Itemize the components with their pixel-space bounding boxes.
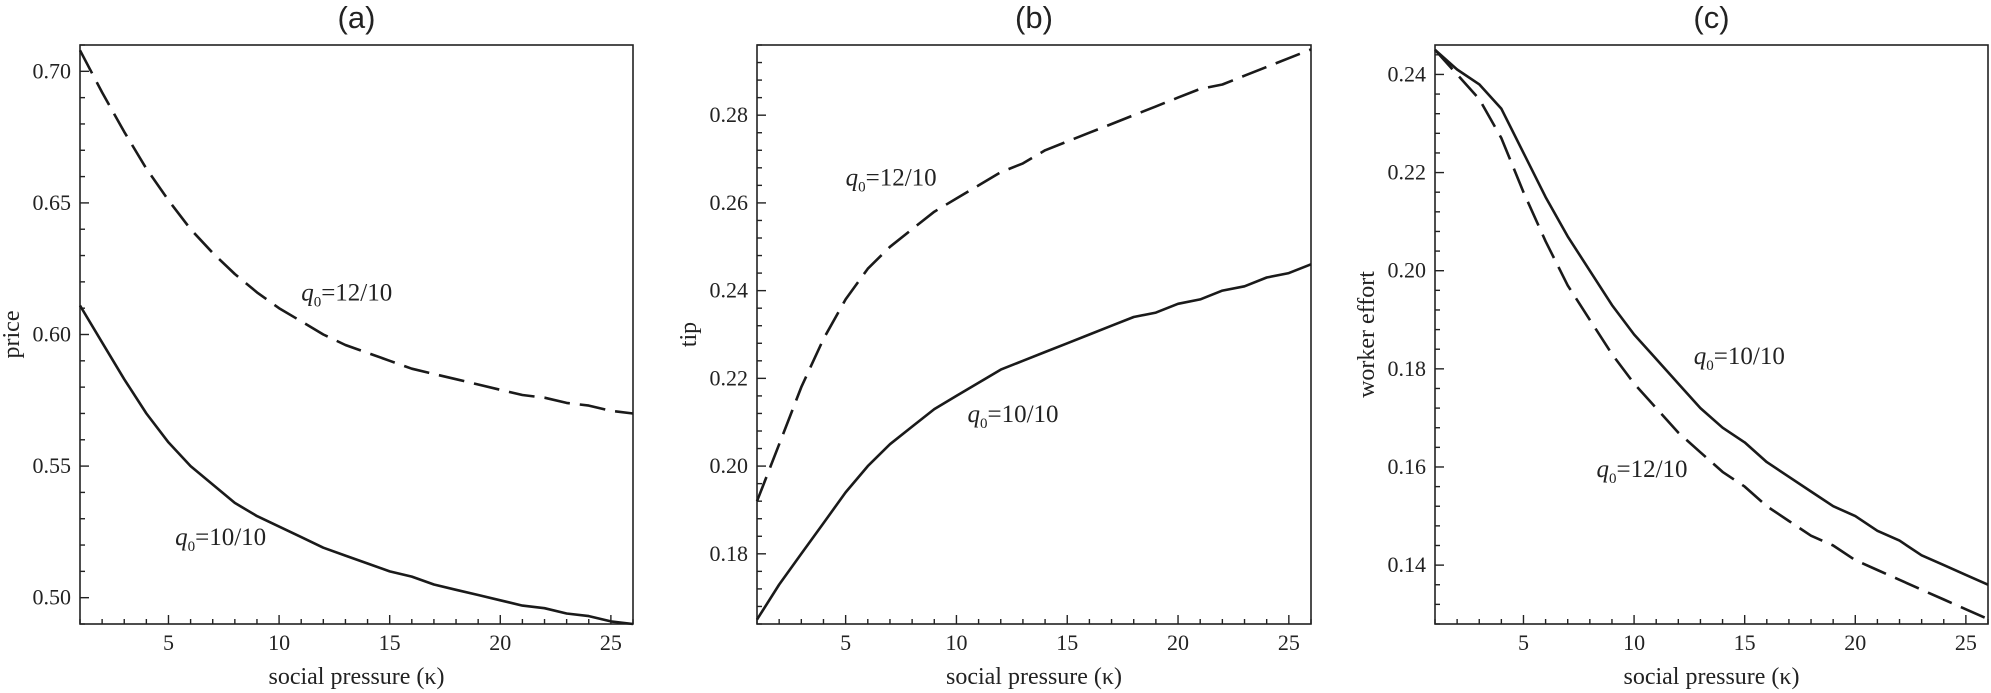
- y-tick-label: 0.20: [1388, 258, 1427, 283]
- curve-label-subscript: 0: [1706, 358, 1714, 374]
- y-tick-label: 0.18: [1388, 356, 1427, 381]
- series-line-dashed: [1434, 49, 1989, 621]
- y-tick-label: 0.60: [33, 322, 72, 347]
- y-tick-label: 0.70: [33, 58, 72, 83]
- series-line-dashed: [755, 48, 1312, 502]
- y-tick-label: 0.24: [710, 278, 749, 303]
- panel-title: (c): [1693, 0, 1729, 35]
- curve-label-variable: q: [301, 279, 314, 306]
- x-tick-label: 5: [163, 630, 174, 655]
- x-tick-label: 20: [489, 630, 511, 655]
- x-tick-label: 15: [1056, 630, 1078, 655]
- curve-label-subscript: 0: [1609, 471, 1617, 487]
- y-axis-label: worker effort: [1354, 271, 1380, 398]
- y-axis-label: price: [0, 311, 25, 359]
- x-tick-label: 25: [1955, 630, 1977, 655]
- curve-label-variable: q: [1596, 456, 1609, 483]
- x-tick-label: 15: [379, 630, 401, 655]
- curve-label-variable: q: [175, 524, 188, 551]
- chart-panel-0: (a) 5 10 15 20 25 0.50 0.55 0.60 0.65 0.70 social p…: [0, 0, 634, 690]
- curve-label: q0=10/10: [968, 401, 1059, 432]
- series-line-solid: [78, 304, 634, 626]
- y-axis-label: tip: [676, 322, 702, 347]
- curve-label: q0=10/10: [1694, 343, 1785, 374]
- plot-frame: [79, 44, 634, 625]
- curve-label: q0=10/10: [175, 524, 266, 555]
- y-tick-label: 0.20: [710, 453, 749, 478]
- y-tick-label: 0.18: [710, 541, 749, 566]
- y-tick-label: 0.22: [710, 365, 749, 390]
- curve-label-variable: q: [968, 401, 981, 428]
- x-tick-label: 20: [1167, 630, 1189, 655]
- curve-label-subscript: 0: [314, 294, 322, 310]
- x-axis-label: social pressure (κ): [1623, 664, 1799, 690]
- plot-frame: [1434, 44, 1989, 625]
- y-tick-label: 0.55: [33, 453, 72, 478]
- y-tick-label: 0.24: [1388, 61, 1427, 86]
- series-line-dashed: [78, 49, 634, 415]
- x-tick-label: 15: [1734, 630, 1756, 655]
- x-tick-label: 10: [268, 630, 290, 655]
- curve-label-value: =12/10: [321, 279, 392, 306]
- curve-label-subscript: 0: [980, 416, 988, 432]
- curve-label-value: =12/10: [866, 164, 937, 191]
- y-tick-label: 0.22: [1388, 160, 1427, 185]
- curve-label-value: =10/10: [988, 401, 1059, 428]
- curve-label: q0=12/10: [1596, 456, 1687, 487]
- x-tick-label: 10: [945, 630, 967, 655]
- y-tick-label: 0.16: [1388, 454, 1427, 479]
- curve-label-subscript: 0: [188, 539, 196, 555]
- curve-label-variable: q: [1694, 343, 1707, 370]
- curve-label-value: =12/10: [1616, 456, 1687, 483]
- y-tick-label: 0.65: [33, 190, 72, 215]
- series-line-solid: [755, 263, 1312, 621]
- x-tick-label: 10: [1623, 630, 1645, 655]
- y-tick-label: 0.26: [710, 190, 749, 215]
- curve-label-subscript: 0: [858, 179, 866, 195]
- y-tick-label: 0.50: [33, 585, 72, 610]
- plot-frame: [756, 44, 1312, 625]
- x-tick-label: 5: [840, 630, 851, 655]
- x-tick-label: 5: [1518, 630, 1529, 655]
- panel-title: (a): [338, 0, 376, 35]
- chart-panel-1: (b) 5 10 15 20 25 0.18 0.20 0.22 0.24 0.26 0.28 soci…: [676, 0, 1312, 690]
- curve-label: q0=12/10: [846, 164, 937, 195]
- curve-label-value: =10/10: [1714, 343, 1785, 370]
- y-tick-label: 0.14: [1388, 552, 1427, 577]
- panel-title: (b): [1015, 0, 1053, 35]
- y-tick-label: 0.28: [710, 102, 749, 127]
- chart-panel-2: (c) 5 10 15 20 25 0.14 0.16 0.18 0.20 0.22 0.24 soci…: [1354, 0, 1989, 690]
- x-tick-label: 25: [600, 630, 622, 655]
- x-axis-label: social pressure (κ): [268, 664, 444, 690]
- x-axis-label: social pressure (κ): [946, 664, 1122, 690]
- curve-label-value: =10/10: [195, 524, 266, 551]
- series-line-solid: [1434, 48, 1989, 586]
- x-tick-label: 25: [1278, 630, 1300, 655]
- curve-label-variable: q: [846, 164, 859, 191]
- curve-label: q0=12/10: [301, 279, 392, 310]
- x-tick-label: 20: [1844, 630, 1866, 655]
